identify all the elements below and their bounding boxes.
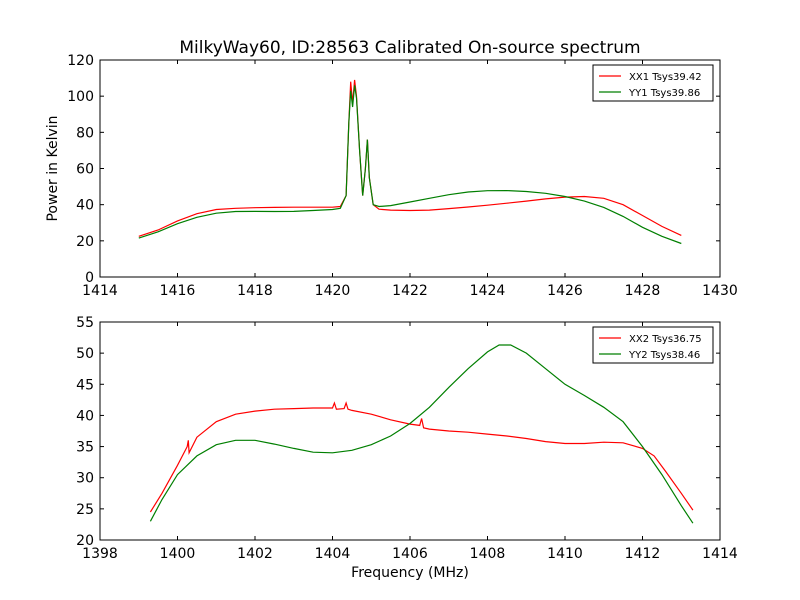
x-tick-label: 1398 <box>82 546 118 562</box>
x-tick-label: 1426 <box>547 283 583 299</box>
legend: XX1 Tsys39.42 YY1 Tsys39.86 <box>592 64 714 102</box>
series-line-yy <box>149 344 694 524</box>
x-tick-label: 1402 <box>237 546 273 562</box>
x-tick-label: 1416 <box>160 283 196 299</box>
bottom-panel: 1398 1400 1402 1404 1406 1408 1410 1412 1414 20 25… <box>76 315 738 581</box>
x-tick-label: 1412 <box>625 546 661 562</box>
x-tick-label: 1404 <box>315 546 351 562</box>
y-tick-label: 25 <box>76 502 94 518</box>
x-axis-label: Frequency (MHz) <box>351 565 469 581</box>
y-tick-label: 35 <box>76 440 94 456</box>
y-axis-label: Power in Kelvin <box>45 115 61 221</box>
y-tick-label: 0 <box>85 270 94 286</box>
y-tick-label: 20 <box>76 533 94 549</box>
y-tick-label: 40 <box>76 198 94 214</box>
y-tick-label: 20 <box>76 234 94 250</box>
series-line-yy <box>138 85 682 245</box>
x-tick-label: 1410 <box>547 546 583 562</box>
y-tick-label: 45 <box>76 377 94 393</box>
legend-label: YY2 Tsys38.46 <box>628 350 700 361</box>
y-tick-label: 100 <box>67 89 94 105</box>
y-tick-label: 60 <box>76 162 94 178</box>
x-tick-label: 1422 <box>392 283 428 299</box>
x-tick-label: 1414 <box>82 283 118 299</box>
legend-label: XX1 Tsys39.42 <box>629 72 702 83</box>
x-tick-label: 1430 <box>702 283 738 299</box>
y-tick-label: 55 <box>76 315 94 331</box>
figure-title: MilkyWay60, ID:28563 Calibrated On-sourc… <box>179 38 640 58</box>
x-tick-label: 1408 <box>470 546 506 562</box>
y-tick-label: 80 <box>76 125 94 141</box>
legend-box <box>592 326 714 364</box>
legend-box <box>592 64 714 102</box>
x-tick-label: 1414 <box>702 546 738 562</box>
y-tick-label: 120 <box>67 53 94 69</box>
legend: XX2 Tsys36.75 YY2 Tsys38.46 <box>592 326 714 364</box>
x-tick-label: 1418 <box>237 283 273 299</box>
legend-label: YY1 Tsys39.86 <box>628 88 700 99</box>
x-tick-label: 1400 <box>160 546 196 562</box>
y-tick-label: 30 <box>76 471 94 487</box>
y-tick-label: 50 <box>76 346 94 362</box>
x-tick-label: 1424 <box>470 283 506 299</box>
x-tick-label: 1428 <box>625 283 661 299</box>
top-panel: 1414 1416 1418 1420 1422 1424 1426 1428 1430 0 20 4… <box>45 53 738 299</box>
x-tick-label: 1406 <box>392 546 428 562</box>
y-tick-label: 40 <box>76 408 94 424</box>
x-tick-label: 1420 <box>315 283 351 299</box>
series-line-xx <box>149 401 694 513</box>
legend-label: XX2 Tsys36.75 <box>629 334 702 345</box>
